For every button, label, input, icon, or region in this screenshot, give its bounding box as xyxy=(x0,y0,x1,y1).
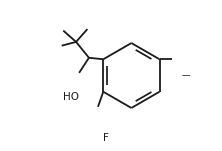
Text: —: — xyxy=(181,71,190,80)
Text: F: F xyxy=(103,133,109,143)
Text: HO: HO xyxy=(63,92,79,102)
